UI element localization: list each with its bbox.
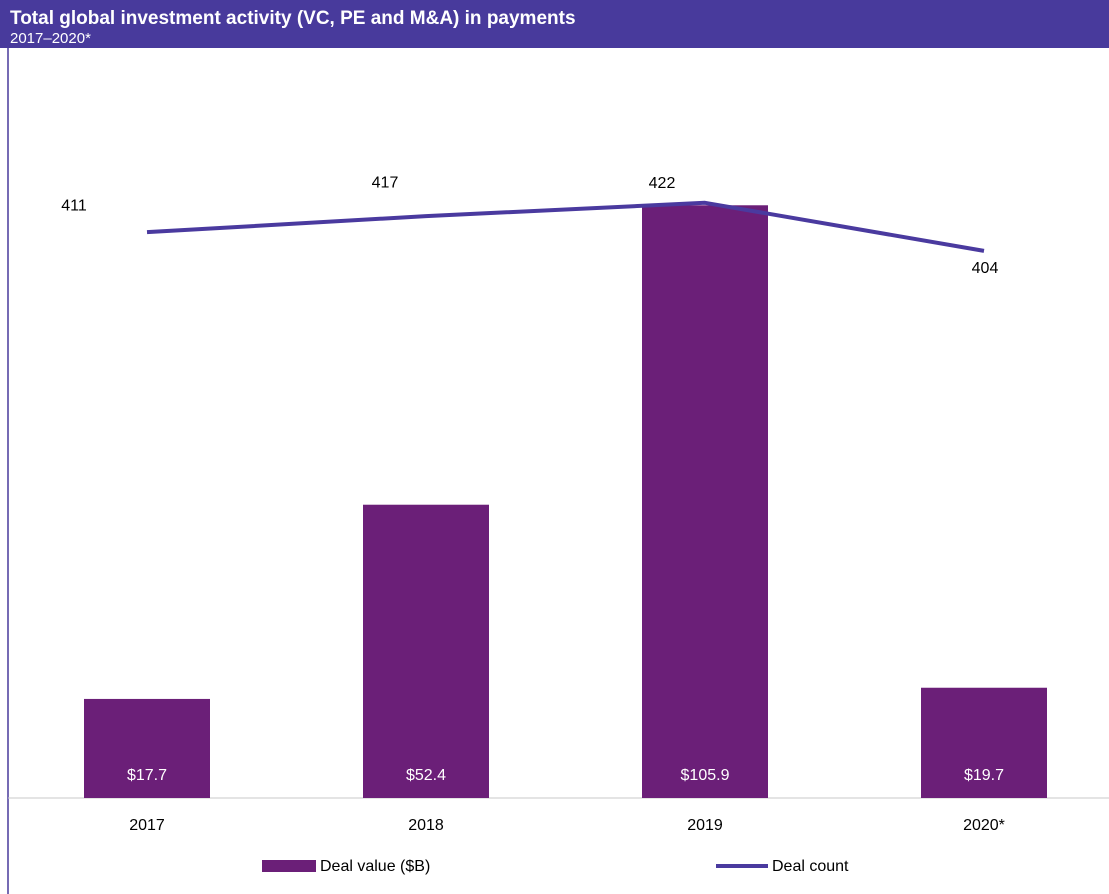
bar-value-label: $52.4 bbox=[406, 767, 446, 784]
bar-value-label: $105.9 bbox=[681, 767, 730, 784]
line-value-label: 417 bbox=[372, 174, 399, 191]
header-band bbox=[0, 0, 1109, 48]
chart-title: Total global investment activity (VC, PE… bbox=[10, 8, 576, 29]
bar-value-label: $19.7 bbox=[964, 767, 1004, 784]
line-value-label: 422 bbox=[649, 175, 676, 192]
legend-label: Deal count bbox=[772, 858, 849, 875]
x-tick-label: 2018 bbox=[408, 817, 444, 834]
bar bbox=[642, 205, 768, 798]
line-value-label: 404 bbox=[972, 260, 999, 277]
bar bbox=[363, 504, 489, 798]
chart-subtitle: 2017–2020* bbox=[10, 30, 91, 47]
x-tick-label: 2019 bbox=[687, 817, 723, 834]
line bbox=[146, 200, 985, 253]
bar bbox=[84, 698, 210, 798]
bar-value-label: $17.7 bbox=[127, 767, 167, 784]
x-tick-label: 2020* bbox=[963, 817, 1005, 834]
bar bbox=[921, 687, 1047, 798]
x-tick-label: 2017 bbox=[129, 817, 165, 834]
line-value-label: 411 bbox=[61, 197, 87, 214]
legend-label: Deal value ($B) bbox=[320, 858, 430, 875]
legend-swatch bbox=[262, 860, 316, 872]
